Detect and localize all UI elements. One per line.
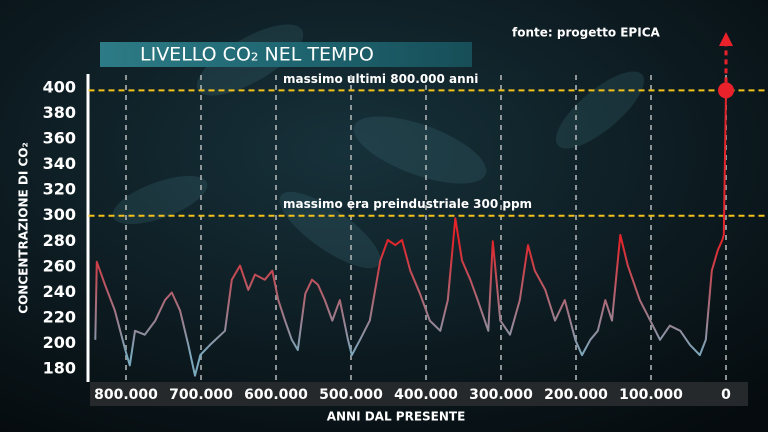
y-tick-label: 260 [43,256,76,275]
x-tick-label: 500.000 [319,387,383,403]
y-tick-label: 340 [43,154,76,173]
x-tick-label: 200.000 [544,387,608,403]
co2-line [94,90,727,377]
y-tick-label: 240 [43,282,76,301]
reference-label: massimo ultimi 800.000 anni [283,72,478,86]
x-tick-label: 0 [721,387,731,403]
current-marker [718,82,734,99]
y-tick-label: 320 [43,180,76,199]
x-tick-label: 600.000 [244,387,308,403]
x-tick-label: 300.000 [469,387,533,403]
chart-title: LIVELLO CO₂ NEL TEMPO [140,44,374,66]
title-banner [100,42,472,67]
y-tick-label: 200 [43,333,76,352]
x-tick-label: 100.000 [619,387,683,403]
y-tick-label: 380 [43,103,76,122]
y-axis-label: CONCENTRAZIONE DI CO₂ [17,142,31,313]
y-tick-label: 180 [43,359,76,378]
source: fonte: progetto EPICA [512,26,660,40]
y-tick-label: 300 [43,205,76,224]
trend-arrow-head [719,32,733,46]
x-axis-band [90,382,748,406]
x-tick-label: 400.000 [394,387,458,403]
y-tick-label: 400 [43,77,76,96]
y-tick-label: 220 [43,308,76,327]
reference-label: massimo era preindustriale 300 ppm [283,197,532,211]
x-axis-label: ANNI DAL PRESENTE [327,410,466,424]
x-tick-label: 700.000 [169,387,233,403]
y-tick-label: 360 [43,128,76,147]
y-tick-label: 280 [43,231,76,250]
x-tick-label: 800.000 [94,387,158,403]
